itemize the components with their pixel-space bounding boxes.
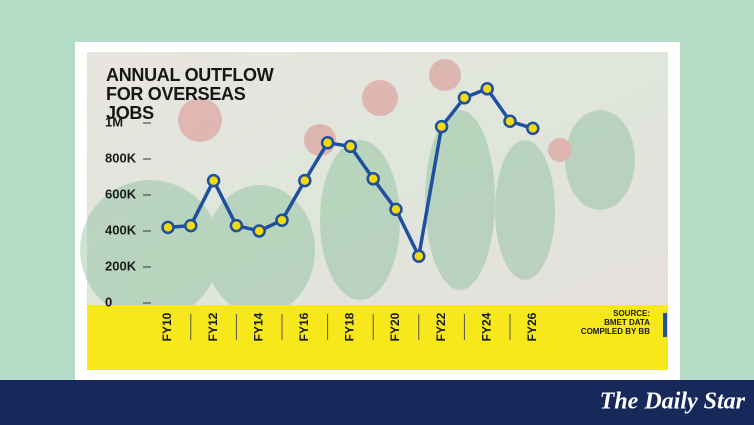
point bbox=[343, 139, 358, 154]
x-tick-label: FY26 bbox=[525, 312, 539, 341]
point bbox=[526, 121, 540, 136]
footer bbox=[0, 380, 754, 425]
point bbox=[298, 173, 312, 188]
source: SOURCE: bbox=[613, 309, 650, 318]
point bbox=[480, 82, 494, 96]
point bbox=[252, 224, 266, 238]
x-tick-label: FY10 bbox=[160, 312, 174, 341]
x-tick-label: FY12 bbox=[206, 312, 220, 341]
x-band bbox=[87, 305, 668, 370]
source: COMPILED BY BB bbox=[581, 327, 650, 336]
point bbox=[412, 249, 426, 263]
point bbox=[184, 218, 198, 233]
brand: The Daily Star bbox=[600, 389, 746, 415]
point bbox=[457, 91, 472, 105]
x-tick-label: FY22 bbox=[434, 312, 448, 341]
point bbox=[503, 114, 517, 128]
y-tick-label: 400K bbox=[105, 222, 137, 237]
x-tick-label: FY24 bbox=[479, 312, 493, 341]
source: BMET DATA bbox=[604, 318, 650, 327]
y-tick-label: 0 bbox=[105, 294, 112, 309]
point bbox=[206, 173, 221, 188]
point bbox=[389, 202, 403, 217]
x-tick-label: FY18 bbox=[343, 312, 357, 341]
point bbox=[275, 213, 289, 227]
accent bbox=[663, 313, 667, 337]
y-tick-label: 600K bbox=[105, 186, 137, 201]
point bbox=[434, 119, 449, 134]
x-tick-label: FY16 bbox=[297, 312, 311, 341]
point bbox=[320, 136, 335, 150]
chart-title: ANNUAL OUTFLOW FOR OVERSEAS JOBS bbox=[106, 65, 274, 123]
point bbox=[366, 172, 380, 186]
point bbox=[161, 220, 175, 235]
y-tick-label: 1M bbox=[105, 114, 123, 129]
x-tick-label: FY14 bbox=[251, 312, 265, 341]
y-tick-label: 200K bbox=[105, 258, 137, 273]
x-tick-label: FY20 bbox=[388, 312, 402, 341]
point bbox=[229, 218, 244, 233]
y-tick-label: 800K bbox=[105, 150, 137, 165]
